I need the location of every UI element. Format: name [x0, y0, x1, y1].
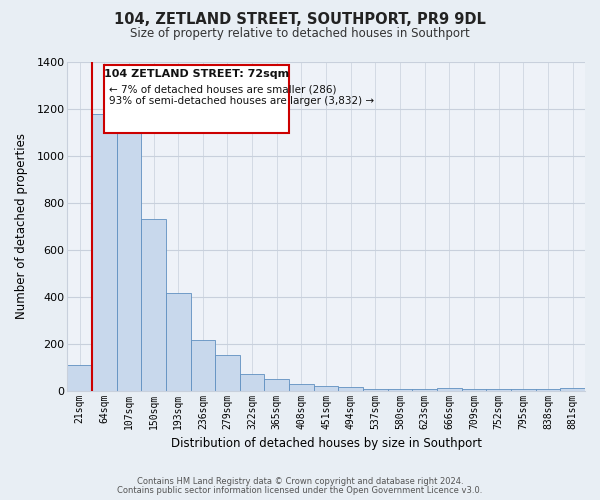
Bar [240, 374, 265, 390]
Bar [166, 293, 191, 390]
Bar [265, 379, 289, 390]
Bar [437, 388, 462, 390]
Text: 104, ZETLAND STREET, SOUTHPORT, PR9 9DL: 104, ZETLAND STREET, SOUTHPORT, PR9 9DL [114, 12, 486, 28]
Bar [191, 340, 215, 390]
Bar [67, 366, 92, 390]
Bar [314, 386, 338, 390]
Bar [215, 356, 240, 390]
Bar [92, 114, 116, 390]
Bar [338, 387, 363, 390]
Text: ← 7% of detached houses are smaller (286): ← 7% of detached houses are smaller (286… [109, 84, 337, 94]
Bar [289, 384, 314, 390]
Bar [141, 219, 166, 390]
Text: 104 ZETLAND STREET: 72sqm: 104 ZETLAND STREET: 72sqm [104, 69, 289, 79]
Text: Contains HM Land Registry data © Crown copyright and database right 2024.: Contains HM Land Registry data © Crown c… [137, 477, 463, 486]
Bar [560, 388, 585, 390]
Y-axis label: Number of detached properties: Number of detached properties [15, 133, 28, 319]
X-axis label: Distribution of detached houses by size in Southport: Distribution of detached houses by size … [170, 437, 482, 450]
Text: Contains public sector information licensed under the Open Government Licence v3: Contains public sector information licen… [118, 486, 482, 495]
Text: 93% of semi-detached houses are larger (3,832) →: 93% of semi-detached houses are larger (… [109, 96, 374, 106]
Bar [116, 116, 141, 390]
Text: Size of property relative to detached houses in Southport: Size of property relative to detached ho… [130, 28, 470, 40]
